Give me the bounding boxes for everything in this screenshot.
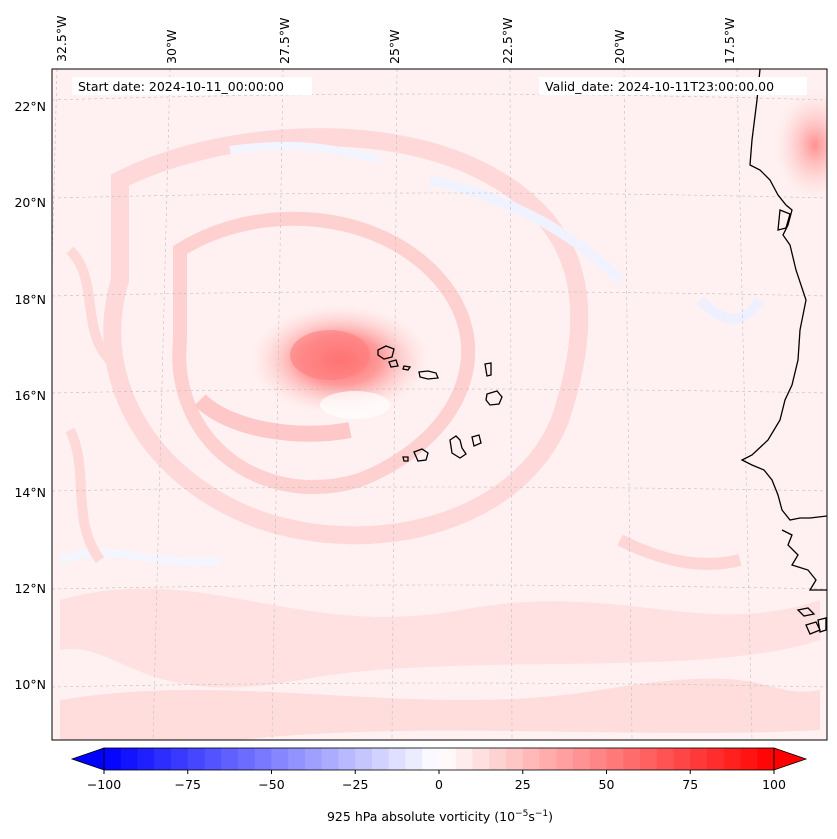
- colorbar-band: [137, 748, 155, 770]
- island-sal: [484, 362, 492, 377]
- colorbar-ticks: −100 −75 −50 −25 0 25 50 75 100: [87, 770, 786, 792]
- lat-label: 14°N: [14, 485, 46, 500]
- colorbar-bands: [104, 748, 775, 770]
- island-sao-nicolau: [418, 370, 439, 380]
- lon-label: 25°W: [387, 29, 402, 64]
- valid-date-box: [539, 77, 807, 95]
- colorbar-band: [405, 748, 423, 770]
- colorbar-band: [589, 748, 608, 770]
- colorbar-band: [422, 748, 440, 770]
- colorbar-band: [539, 748, 557, 770]
- colorbar-tick-label: 0: [435, 777, 443, 792]
- island-brava: [402, 456, 409, 462]
- colorbar-tick-label: −50: [258, 777, 284, 792]
- colorbar-band: [154, 748, 172, 770]
- colorbar-max-arrow: [773, 747, 808, 771]
- colorbar-band: [204, 748, 222, 770]
- lon-label: 27.5°W: [277, 18, 292, 64]
- colorbar-band: [355, 748, 373, 770]
- lon-labels: 32.5°W 30°W 27.5°W 25°W 22.5°W 20°W 17.5…: [54, 16, 737, 64]
- colorbar-band: [171, 748, 189, 770]
- colorbar-tick-label: −25: [342, 777, 368, 792]
- island-fogo: [413, 448, 429, 462]
- colorbar-tick-label: 100: [762, 777, 786, 792]
- island-santiago: [449, 435, 467, 459]
- lat-labels: 22°N 20°N 18°N 16°N 14°N 12°N 10°N: [14, 99, 46, 692]
- colorbar-tick-label: 50: [599, 777, 615, 792]
- colorbar-band: [690, 748, 708, 770]
- colorbar-band: [288, 748, 306, 770]
- graticule: [52, 69, 827, 740]
- colorbar-band: [271, 748, 289, 770]
- valid-date-text: Valid_date: 2024-10-11T23:00:00.00: [545, 79, 774, 94]
- lat-label: 16°N: [14, 388, 46, 403]
- colorbar-band: [472, 748, 490, 770]
- colorbar-band: [254, 748, 273, 770]
- colorbar-band: [221, 748, 239, 770]
- lon-label: 32.5°W: [54, 16, 69, 62]
- colorbar-band: [305, 748, 323, 770]
- lat-label: 18°N: [14, 292, 46, 307]
- colorbar-band: [640, 748, 658, 770]
- vorticity-field: [52, 69, 827, 740]
- colorbar-band: [623, 748, 641, 770]
- map-frame: [51, 68, 828, 741]
- colorbar-band: [673, 748, 691, 770]
- colorbar-tick-label: −100: [87, 777, 121, 792]
- lon-label: 30°W: [164, 29, 179, 64]
- colorbar-band: [757, 748, 775, 770]
- colorbar-band: [388, 748, 407, 770]
- colorbar-band: [740, 748, 758, 770]
- colorbar-band: [120, 748, 139, 770]
- colorbar-band: [455, 748, 474, 770]
- colorbar-tick-label: 75: [682, 777, 698, 792]
- colorbar: −100 −75 −50 −25 0 25 50 75 100 925 hPa absolute…: [70, 747, 808, 824]
- colorbar-band: [187, 748, 206, 770]
- colorbar-band: [321, 748, 340, 770]
- colorbar-band: [656, 748, 675, 770]
- lat-label: 22°N: [14, 99, 46, 114]
- lat-label: 20°N: [14, 195, 46, 210]
- colorbar-band: [338, 748, 356, 770]
- colorbar-band: [372, 748, 390, 770]
- colorbar-band: [104, 748, 122, 770]
- lon-label: 20°W: [612, 29, 627, 64]
- colorbar-band: [439, 748, 457, 770]
- colorbar-band: [522, 748, 541, 770]
- coastline: [740, 69, 827, 635]
- start-date-box: [72, 77, 312, 95]
- start-date-text: Start date: 2024-10-11_00:00:00: [78, 79, 284, 94]
- lon-label: 22.5°W: [500, 18, 515, 64]
- colorbar-band: [506, 748, 524, 770]
- colorbar-band: [489, 748, 507, 770]
- colorbar-tick-label: 25: [515, 777, 531, 792]
- island-boa-vista: [485, 390, 503, 406]
- colorbar-band: [573, 748, 591, 770]
- lon-label: 17.5°W: [722, 18, 737, 64]
- colorbar-band: [707, 748, 725, 770]
- colorbar-min-arrow: [70, 747, 105, 771]
- colorbar-band: [606, 748, 624, 770]
- colorbar-band: [723, 748, 742, 770]
- colorbar-band: [238, 748, 256, 770]
- island-maio: [471, 434, 482, 447]
- colorbar-band: [556, 748, 574, 770]
- island-sao-vicente: [388, 359, 399, 368]
- cape-verde-islands: [377, 345, 503, 462]
- island-santa-luzia: [402, 365, 412, 371]
- colorbar-label: 925 hPa absolute vorticity (10−5s−1): [327, 809, 553, 824]
- island-santo-antao: [377, 345, 395, 360]
- lat-label: 12°N: [14, 581, 46, 596]
- colorbar-tick-label: −75: [175, 777, 201, 792]
- lat-label: 10°N: [14, 677, 46, 692]
